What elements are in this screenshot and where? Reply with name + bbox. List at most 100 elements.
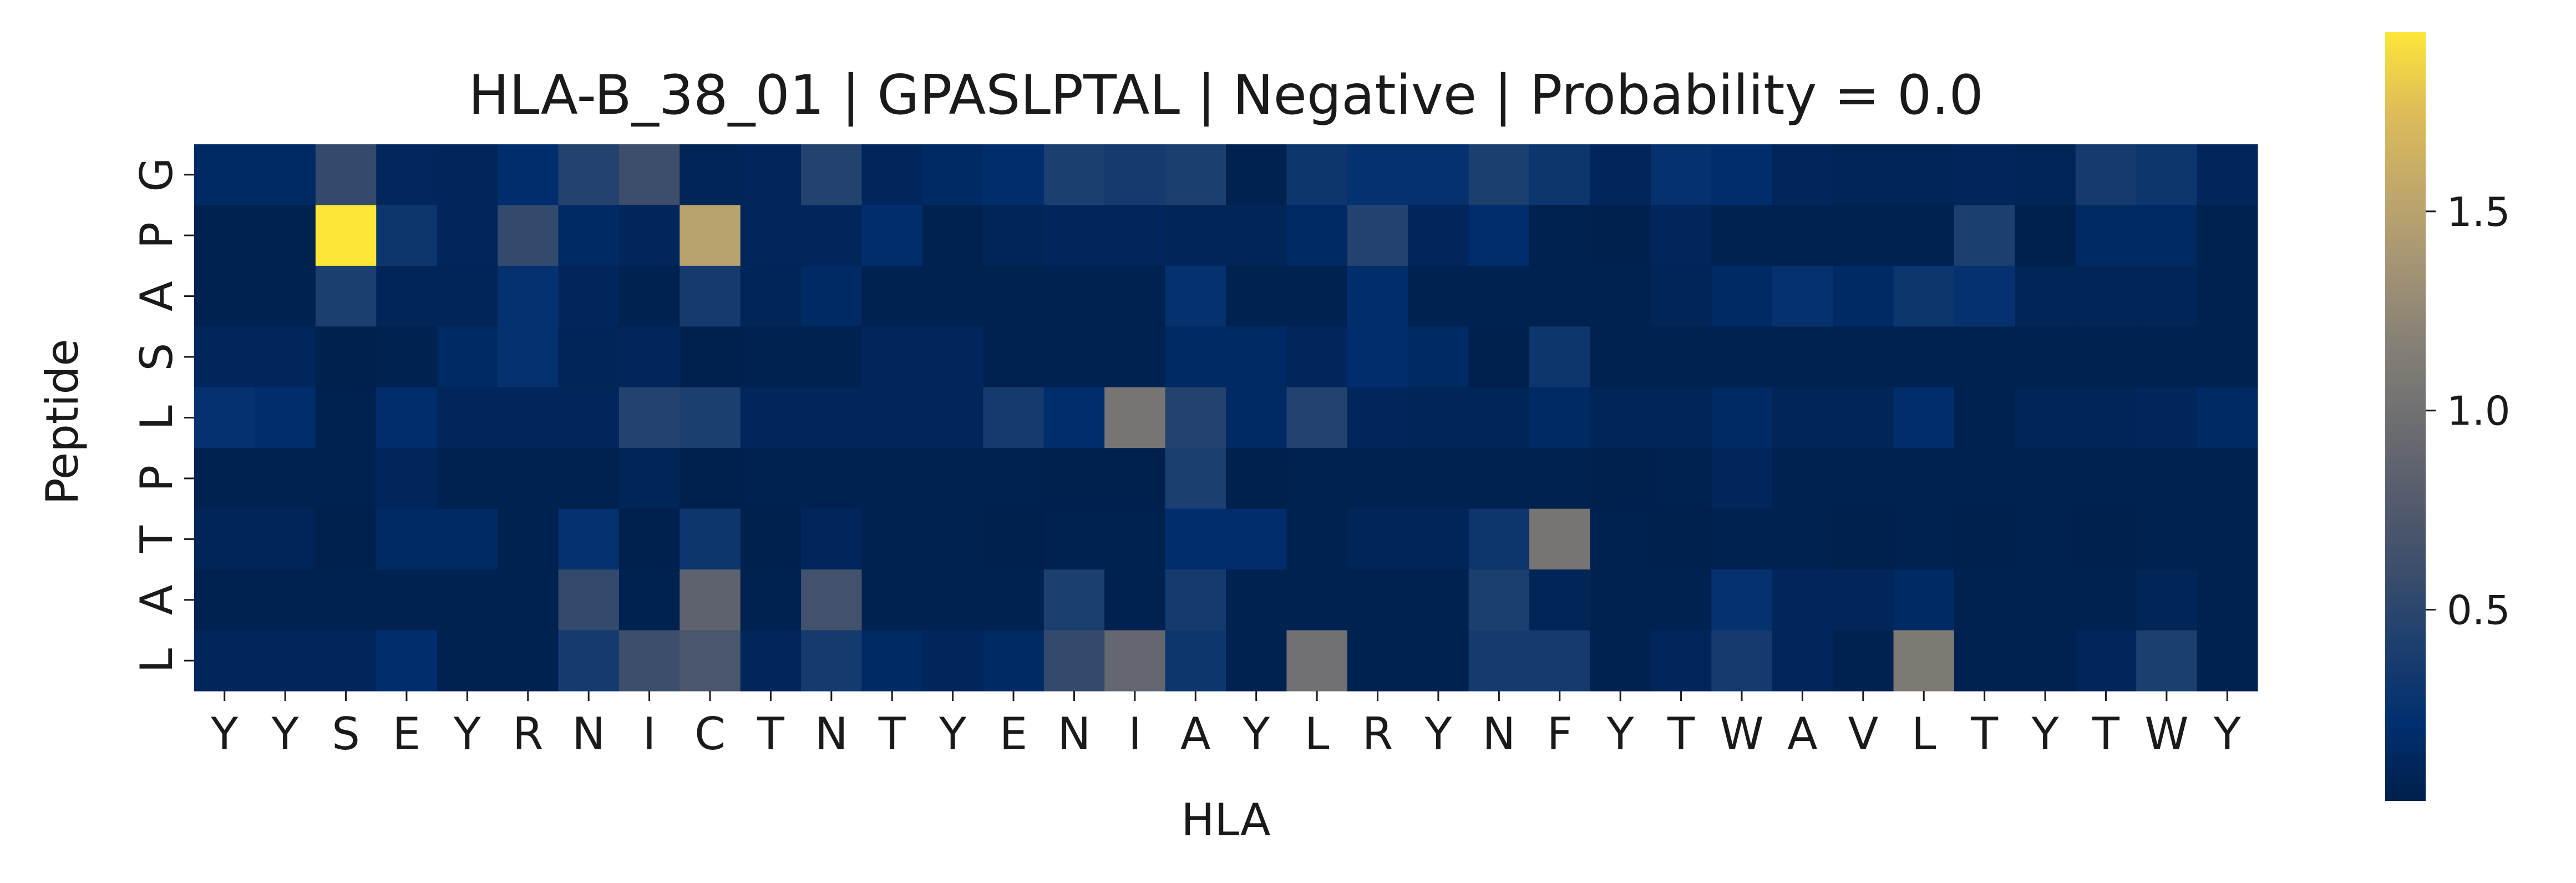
heatmap-cell: [1104, 205, 1166, 266]
x-tick-label: T: [1970, 708, 1999, 760]
heatmap-cell: [1165, 569, 1226, 631]
heatmap-cell: [558, 508, 620, 570]
heatmap-cell: [255, 569, 316, 631]
heatmap-cell: [740, 508, 802, 570]
heatmap-cell: [1043, 205, 1105, 266]
heatmap-cell: [1165, 448, 1226, 509]
heatmap-cell: [1104, 569, 1166, 631]
heatmap-cell: [376, 448, 438, 509]
heatmap-cell: [618, 205, 680, 266]
heatmap-cell: [2075, 144, 2137, 206]
heatmap-cell: [1104, 265, 1166, 327]
x-tick-label: F: [1547, 708, 1573, 760]
colorbar-axis: 0.5 1.0 1.5: [2426, 189, 2511, 634]
heatmap-cell: [1468, 630, 1530, 692]
heatmap-cell: [1590, 448, 1651, 509]
heatmap-cell: [1772, 630, 1833, 692]
heatmap-cell: [1711, 630, 1773, 692]
heatmap-cell: [558, 448, 620, 509]
heatmap-cell: [315, 508, 377, 570]
y-tick-label: L: [131, 405, 182, 430]
heatmap-cell: [1104, 448, 1166, 509]
heatmap-cell: [1286, 569, 1348, 631]
heatmap-cell: [1529, 387, 1591, 448]
heatmap-cell: [255, 448, 316, 509]
heatmap-cell: [1286, 265, 1348, 327]
heatmap-cell: [2075, 265, 2137, 327]
heatmap-cell: [1286, 508, 1348, 570]
heatmap-cell: [194, 205, 256, 266]
heatmap-cell: [983, 144, 1044, 206]
x-tick-label: T: [1667, 708, 1695, 760]
heatmap-cell: [1833, 569, 1894, 631]
heatmap-cell: [1833, 144, 1894, 206]
heatmap-cell: [2136, 144, 2198, 206]
heatmap-cell: [1165, 387, 1226, 448]
heatmap-cell: [558, 387, 620, 448]
heatmap-cell: [618, 448, 680, 509]
heatmap-cell: [498, 508, 559, 570]
heatmap-cell: [1286, 387, 1348, 448]
heatmap-cell: [1226, 448, 1287, 509]
heatmap-cell: [1590, 508, 1651, 570]
heatmap-cell: [1043, 630, 1105, 692]
heatmap-cell: [1833, 630, 1894, 692]
y-tick-label: G: [131, 158, 182, 192]
heatmap-cell: [1833, 448, 1894, 509]
heatmap-cell: [1347, 326, 1408, 388]
heatmap-cell: [1165, 508, 1226, 570]
heatmap-cell: [437, 205, 498, 266]
heatmap-cell: [315, 265, 377, 327]
heatmap-cell: [801, 569, 863, 631]
heatmap-cell: [1408, 144, 1469, 206]
chart-title: HLA-B_38_01 | GPASLPTAL | Negative | Pro…: [468, 64, 1984, 127]
heatmap-cell: [680, 448, 741, 509]
heatmap-cell: [1286, 630, 1348, 692]
heatmap-cell: [922, 508, 983, 570]
heatmap-cell: [376, 326, 438, 388]
heatmap-cell: [437, 265, 498, 327]
heatmap-cell: [861, 387, 923, 448]
heatmap-cell: [1286, 205, 1348, 266]
heatmap-cell: [1408, 630, 1469, 692]
heatmap-cell: [1650, 144, 1712, 206]
heatmap-cell: [315, 326, 377, 388]
heatmap-cell: [2015, 569, 2076, 631]
heatmap-cell: [2075, 630, 2137, 692]
heatmap-cell: [618, 326, 680, 388]
heatmap-cell: [558, 205, 620, 266]
x-tick-label: T: [2092, 708, 2120, 760]
heatmap-cell: [376, 205, 438, 266]
heatmap-cell: [1468, 265, 1530, 327]
x-tick-label: A: [1180, 708, 1211, 760]
heatmap-cell: [1165, 144, 1226, 206]
heatmap-cell: [1833, 387, 1894, 448]
heatmap-cell: [315, 144, 377, 206]
heatmap-cell: [1408, 265, 1469, 327]
heatmap-cell: [1711, 265, 1773, 327]
heatmap-cell: [376, 144, 438, 206]
heatmap-cell: [1954, 326, 2015, 388]
heatmap-cell: [1711, 326, 1773, 388]
heatmap-cell: [1104, 326, 1166, 388]
heatmap-cell: [1165, 630, 1226, 692]
heatmap-cell: [1954, 448, 2015, 509]
heatmap-cell: [255, 144, 316, 206]
heatmap-cell: [498, 569, 559, 631]
heatmap-cell: [1833, 265, 1894, 327]
heatmap-cell: [2197, 448, 2258, 509]
heatmap-cell: [1408, 448, 1469, 509]
heatmap-cell: [1650, 265, 1712, 327]
heatmap-cell: [2136, 205, 2198, 266]
heatmap-cell: [1893, 387, 1955, 448]
heatmap-cell: [2075, 569, 2137, 631]
heatmap-cell: [801, 508, 863, 570]
heatmap-cell: [922, 205, 983, 266]
x-tick-label: E: [1000, 708, 1028, 760]
heatmap-cell: [1590, 326, 1651, 388]
heatmap-cell: [2197, 508, 2258, 570]
heatmap-cell: [1043, 508, 1105, 570]
heatmap-cell: [1165, 326, 1226, 388]
heatmap-cell: [1226, 569, 1287, 631]
y-tick-label: L: [131, 648, 182, 673]
